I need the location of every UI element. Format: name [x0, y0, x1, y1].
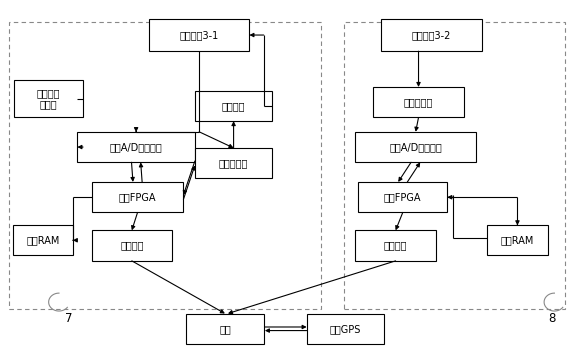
Text: 第二接口: 第二接口: [384, 241, 408, 251]
Bar: [356, 132, 476, 162]
Bar: [373, 87, 464, 118]
Bar: [307, 313, 384, 344]
Text: 第二FPGA: 第二FPGA: [384, 192, 422, 202]
Text: 接收线圈3-2: 接收线圈3-2: [412, 30, 451, 40]
Text: 前置放大器: 前置放大器: [404, 97, 433, 107]
Text: 内置GPS: 内置GPS: [329, 324, 361, 334]
Bar: [91, 182, 184, 213]
Bar: [488, 225, 548, 256]
Text: 发射线圈3-1: 发射线圈3-1: [179, 30, 219, 40]
Bar: [356, 230, 436, 261]
Text: 激励电源: 激励电源: [222, 101, 245, 111]
Text: 第一A/D转换芯片: 第一A/D转换芯片: [110, 142, 163, 152]
Bar: [381, 19, 482, 51]
Text: 第一接口: 第一接口: [120, 241, 144, 251]
Bar: [149, 19, 250, 51]
Text: 第二A/D转换芯片: 第二A/D转换芯片: [389, 142, 442, 152]
Bar: [91, 230, 172, 261]
Text: 滚轮触发
传感器: 滚轮触发 传感器: [37, 88, 60, 110]
Bar: [13, 225, 74, 256]
Text: 8: 8: [548, 312, 556, 325]
Bar: [344, 23, 565, 309]
Bar: [195, 91, 272, 121]
Bar: [14, 80, 83, 118]
Bar: [358, 182, 447, 213]
Bar: [186, 313, 263, 344]
Text: 第一RAM: 第一RAM: [27, 235, 60, 245]
Text: 主机: 主机: [219, 324, 231, 334]
Bar: [78, 132, 195, 162]
Text: 多频发射器: 多频发射器: [219, 158, 248, 168]
Text: 第二RAM: 第二RAM: [501, 235, 534, 245]
Bar: [9, 23, 321, 309]
Text: 7: 7: [65, 312, 72, 325]
Bar: [195, 148, 272, 178]
Text: 第一FPGA: 第一FPGA: [119, 192, 156, 202]
